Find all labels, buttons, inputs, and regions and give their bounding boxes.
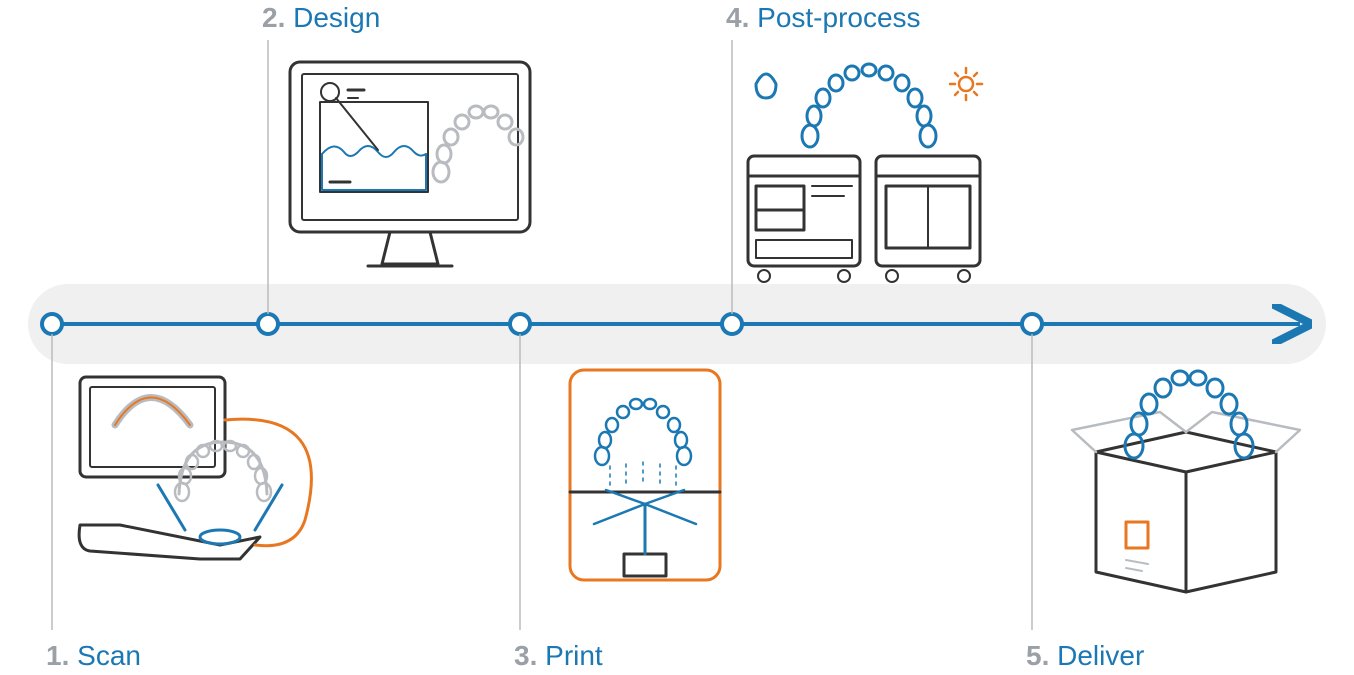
label-post-num: 4. bbox=[726, 2, 749, 33]
label-deliver-text: Deliver bbox=[1057, 640, 1144, 671]
label-scan: 1. Scan bbox=[46, 640, 141, 672]
design-icon bbox=[290, 62, 530, 266]
print-icon bbox=[570, 370, 720, 580]
label-deliver-num: 5. bbox=[1026, 640, 1049, 671]
node-deliver bbox=[1022, 314, 1042, 630]
node-print bbox=[510, 314, 530, 630]
label-design-text: Design bbox=[293, 2, 380, 33]
node-scan bbox=[42, 314, 62, 630]
label-scan-num: 1. bbox=[46, 640, 69, 671]
process-diagram: 1. Scan 2. Design 3. Print 4. Post-proce… bbox=[0, 0, 1354, 675]
label-design: 2. Design bbox=[262, 2, 380, 34]
label-print: 3. Print bbox=[514, 640, 603, 672]
label-post: 4. Post-process bbox=[726, 2, 921, 34]
label-design-num: 2. bbox=[262, 2, 285, 33]
diagram-svg bbox=[0, 0, 1354, 675]
label-print-text: Print bbox=[545, 640, 603, 671]
postprocess-icon bbox=[748, 64, 982, 282]
label-print-num: 3. bbox=[514, 640, 537, 671]
node-design bbox=[258, 40, 278, 334]
node-post bbox=[722, 40, 742, 334]
scan-icon bbox=[79, 377, 311, 559]
label-deliver: 5. Deliver bbox=[1026, 640, 1144, 672]
label-scan-text: Scan bbox=[77, 640, 141, 671]
label-post-text: Post-process bbox=[757, 2, 920, 33]
deliver-icon bbox=[1072, 371, 1300, 592]
